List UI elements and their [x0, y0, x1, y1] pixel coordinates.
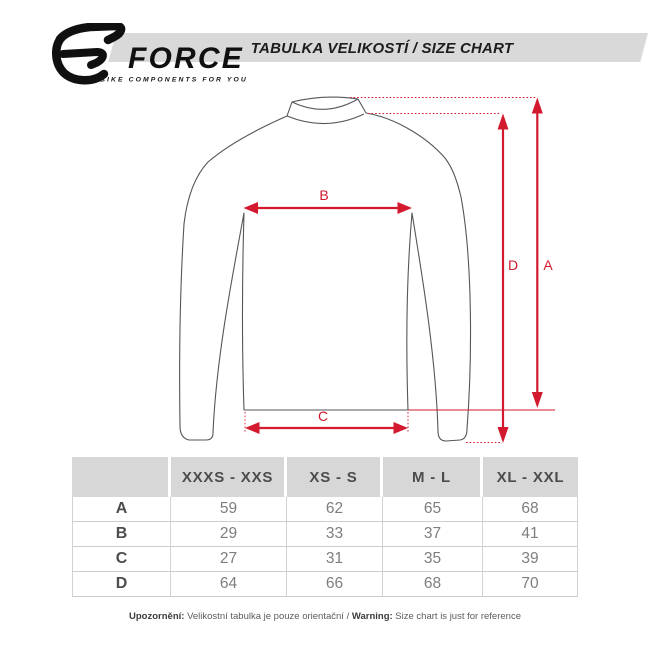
size-value: 70	[483, 572, 578, 597]
size-value: 62	[287, 497, 383, 522]
row-label: D	[72, 572, 171, 597]
disclaimer-en-text: Size chart is just for reference	[392, 611, 521, 622]
row-label: C	[72, 547, 171, 572]
size-value: 59	[171, 497, 287, 522]
size-col-header: XL - XXL	[483, 457, 578, 497]
jersey-diagram: B C D A	[179, 96, 555, 443]
table-header-row: XXXS - XXS XS - S M - L XL - XXL	[72, 457, 578, 497]
size-value: 27	[171, 547, 287, 572]
size-col-header-empty	[72, 457, 171, 497]
size-col-header: M - L	[383, 457, 483, 497]
size-value: 35	[383, 547, 483, 572]
page-title: TABULKA VELIKOSTÍ / SIZE CHART	[250, 40, 514, 57]
disclaimer-en-label: Warning:	[351, 611, 393, 622]
arrowhead-c-right-icon	[393, 422, 408, 434]
table-row-d: D 64 66 68 70	[72, 572, 578, 597]
arrowhead-d-bottom-icon	[497, 427, 509, 443]
jersey-outline	[179, 96, 472, 442]
arrowhead-c-left-icon	[245, 422, 260, 434]
force-logo: FORCE BIKE COMPONENTS FOR YOU	[52, 23, 248, 85]
size-value: 31	[287, 547, 383, 572]
size-col-header: XS - S	[287, 457, 383, 497]
size-value: 37	[383, 522, 483, 547]
size-value: 33	[287, 522, 383, 547]
arrowhead-d-top-icon	[497, 113, 509, 130]
size-value: 39	[483, 547, 578, 572]
brand-tagline: BIKE COMPONENTS FOR YOU	[100, 77, 248, 84]
table-row-c: C 27 31 35 39	[72, 547, 578, 572]
measure-d-label: D	[508, 257, 518, 273]
disclaimer-note: Upozornění: Velikostní tabulka je pouze …	[0, 611, 650, 622]
arrowhead-b-left-icon	[243, 202, 258, 214]
brand-wordmark: FORCE	[128, 42, 244, 75]
disclaimer-cs-text: Velikostní tabulka je pouze orientační /	[184, 611, 352, 622]
size-table: XXXS - XXS XS - S M - L XL - XXL A 59 62…	[72, 457, 578, 597]
collar-seam	[286, 113, 365, 125]
size-value: 68	[383, 572, 483, 597]
table-row-a: A 59 62 65 68	[72, 497, 578, 522]
table-row-b: B 29 33 37 41	[72, 522, 578, 547]
size-value: 68	[483, 497, 578, 522]
row-label: B	[72, 522, 171, 547]
force-logo-icon	[52, 23, 126, 85]
size-value: 29	[171, 522, 287, 547]
disclaimer-cs-label: Upozornění:	[129, 611, 185, 622]
size-value: 65	[383, 497, 483, 522]
arrowhead-a-bottom-icon	[531, 392, 543, 408]
measure-c-label: C	[318, 408, 328, 424]
row-label: A	[72, 497, 171, 522]
arrowhead-a-top-icon	[531, 97, 543, 114]
collar-neckline	[291, 98, 359, 110]
measure-b-label: B	[319, 187, 328, 203]
size-value: 41	[483, 522, 578, 547]
size-value: 66	[287, 572, 383, 597]
measure-a-label: A	[543, 257, 553, 273]
arrowhead-b-right-icon	[397, 202, 412, 214]
size-col-header: XXXS - XXS	[171, 457, 287, 497]
size-value: 64	[171, 572, 287, 597]
